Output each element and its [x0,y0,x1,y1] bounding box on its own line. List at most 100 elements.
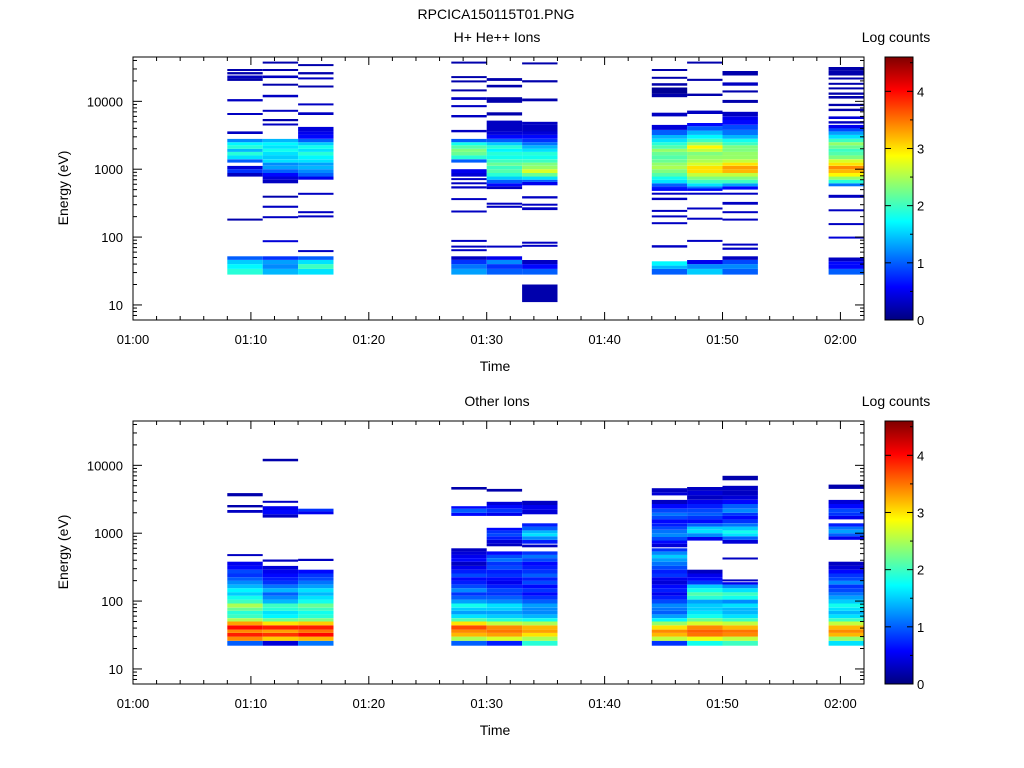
heatmap-cell [486,632,523,637]
heatmap-cell [262,599,299,604]
heatmap-cell [828,580,864,585]
heatmap-cell [451,61,487,64]
heatmap-cell [227,599,263,604]
heatmap-cell [722,490,758,496]
heatmap-cell [687,217,723,220]
heatmap-cell [828,116,864,119]
heatmap-cell [486,84,523,88]
heatmap-cell [227,510,263,513]
heatmap-cell [722,129,758,135]
heatmap-cell [227,260,263,265]
heatmap-cell [227,151,263,156]
heatmap-cell [262,151,299,156]
heatmap-cell [722,629,758,633]
heatmap-cell [651,588,688,593]
plot-frame [132,420,865,685]
heatmap-cell [522,618,558,622]
heatmap-cell [522,207,558,211]
colorbar-tick-label: 3 [917,505,924,520]
heatmap-cell [227,592,263,596]
heatmap-cell [651,268,688,275]
heatmap-cell [227,625,263,630]
heatmap-cell [651,503,688,509]
heatmap-cell [451,198,487,201]
heatmap-cell [522,588,558,593]
heatmap-cell [262,61,299,64]
heatmap-cell [687,603,723,608]
heatmap-cell [298,142,334,146]
heatmap-cell [486,592,523,596]
heatmap-cell [828,526,864,530]
heatmap-cell [722,625,758,630]
colorbar-tick-label: 0 [917,677,924,692]
heatmap-cell [828,151,864,156]
heatmap-cell [522,268,558,275]
heatmap-cell [828,632,864,637]
heatmap-cell [722,256,758,260]
heatmap-cell [451,151,487,156]
heatmap-cell [298,569,334,574]
heatmap-cell [828,148,864,152]
heatmap-cell [262,577,299,581]
heatmap-cell [486,131,523,135]
heatmap-cell [262,260,299,265]
heatmap-cell [262,603,299,608]
heatmap-cell [298,165,334,170]
heatmap-cell [828,103,864,107]
heatmap-cell [687,526,723,530]
heatmap-cell [651,548,688,552]
heatmap-cell [451,554,487,558]
heatmap-cell [651,124,688,130]
heatmap-cell [262,264,299,269]
heatmap-cell [828,523,864,527]
heatmap-cell [298,577,334,581]
heatmap-cells [227,458,864,646]
heatmap-cell [522,636,558,641]
heatmap-cell [522,121,558,125]
heatmap-cell [722,165,758,170]
heatmap-cell [298,72,334,75]
heatmap-cell [522,580,558,585]
heatmap-cell [486,614,523,619]
colorbar-tick-label: 2 [917,563,924,578]
heatmap-cell [722,159,758,163]
heatmap-cell [651,584,688,589]
heatmap-cell [486,530,523,534]
heatmap-cell [722,124,758,130]
heatmap-cell [522,131,558,135]
heatmap-cell [486,554,523,558]
heatmap-cell [828,629,864,633]
colorbar-tick-label: 0 [917,313,924,328]
heatmap-cell [687,93,723,96]
heatmap-cell [687,595,723,600]
heatmap-cell [298,614,334,619]
heatmap-cell [522,241,558,244]
heatmap-cell [522,603,558,608]
heatmap-cell [298,145,334,149]
heatmap-cell [828,223,864,226]
heatmap-cell [722,499,758,504]
heatmap-cell [651,179,688,184]
heatmap-cell [651,215,688,218]
heatmap-cell [522,500,558,505]
colorbar-tick-label: 4 [917,448,924,463]
heatmap-cell [722,111,758,117]
heatmap-cell [227,577,263,581]
heatmap-cell [451,508,487,513]
heatmap-cell [262,179,299,184]
heatmap-cell [651,76,688,79]
heatmap-cell [486,588,523,593]
heatmap-cell [687,123,723,127]
heatmap-cell [651,573,688,578]
heatmap-cell [486,162,523,166]
heatmap-cell [722,508,758,513]
heatmap-cell [486,169,523,173]
heatmap-cell [687,487,723,491]
panel-title: H+ He++ Ions [454,29,541,45]
heatmap-cell [451,618,487,622]
heatmap-cell [687,192,723,195]
heatmap-cell [298,264,334,269]
heatmap-cell [687,155,723,160]
heatmap-cell [522,523,558,527]
heatmap-cell [651,636,688,641]
